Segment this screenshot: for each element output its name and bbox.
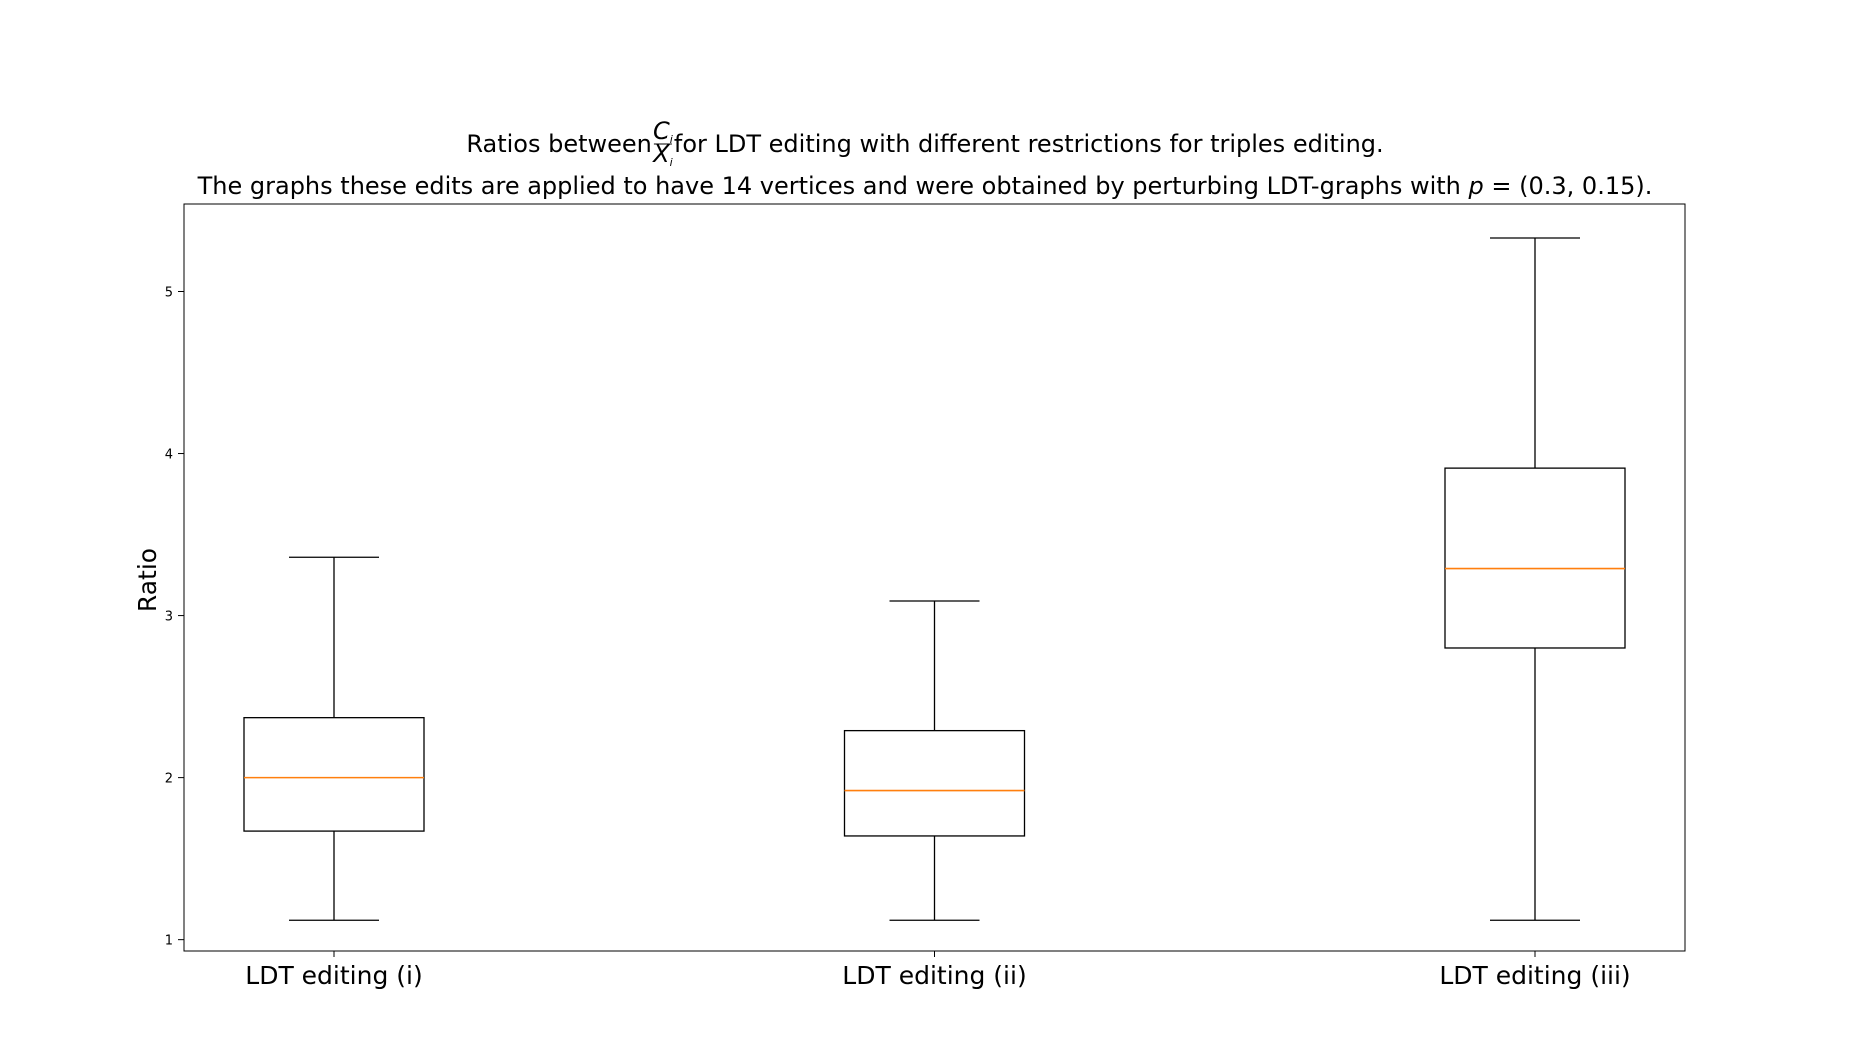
chart-title: Ratios between Ci Xi for LDT editing wit… xyxy=(197,117,1653,200)
interquartile-box xyxy=(843,729,1026,837)
y-tick-label: 3 xyxy=(165,610,173,625)
interquartile-box xyxy=(243,717,425,832)
box-2 xyxy=(843,600,1026,921)
box-series xyxy=(243,237,1626,921)
y-tick-label: 5 xyxy=(165,286,173,301)
title-fraction-numerator: Ci xyxy=(653,117,673,146)
title-fraction-denominator: Xi xyxy=(651,140,673,169)
x-axis: LDT editing (i) LDT editing (ii) LDT editi… xyxy=(245,951,1631,990)
y-tick-label: 4 xyxy=(165,448,173,463)
x-tick-label: LDT editing (i) xyxy=(245,961,422,990)
interquartile-box xyxy=(1444,467,1626,649)
title-fraction-subscript: i xyxy=(670,156,673,169)
y-tick-label: 2 xyxy=(165,772,173,787)
x-tick-label: LDT editing (iii) xyxy=(1439,961,1630,990)
y-tick-label: 1 xyxy=(165,934,173,949)
title-fraction-subscript: i xyxy=(670,133,673,146)
y-axis-label: Ratio xyxy=(133,548,162,612)
x-tick-label: LDT editing (ii) xyxy=(842,961,1026,990)
y-axis: 1 2 3 4 5 xyxy=(165,286,184,949)
title-line-2: The graphs these edits are applied to ha… xyxy=(197,172,1653,200)
title-line-1: Ratios between xyxy=(466,130,652,158)
box-3 xyxy=(1444,237,1626,921)
box-1 xyxy=(243,556,425,921)
title-line-1-after: for LDT editing with different restricti… xyxy=(674,130,1384,158)
